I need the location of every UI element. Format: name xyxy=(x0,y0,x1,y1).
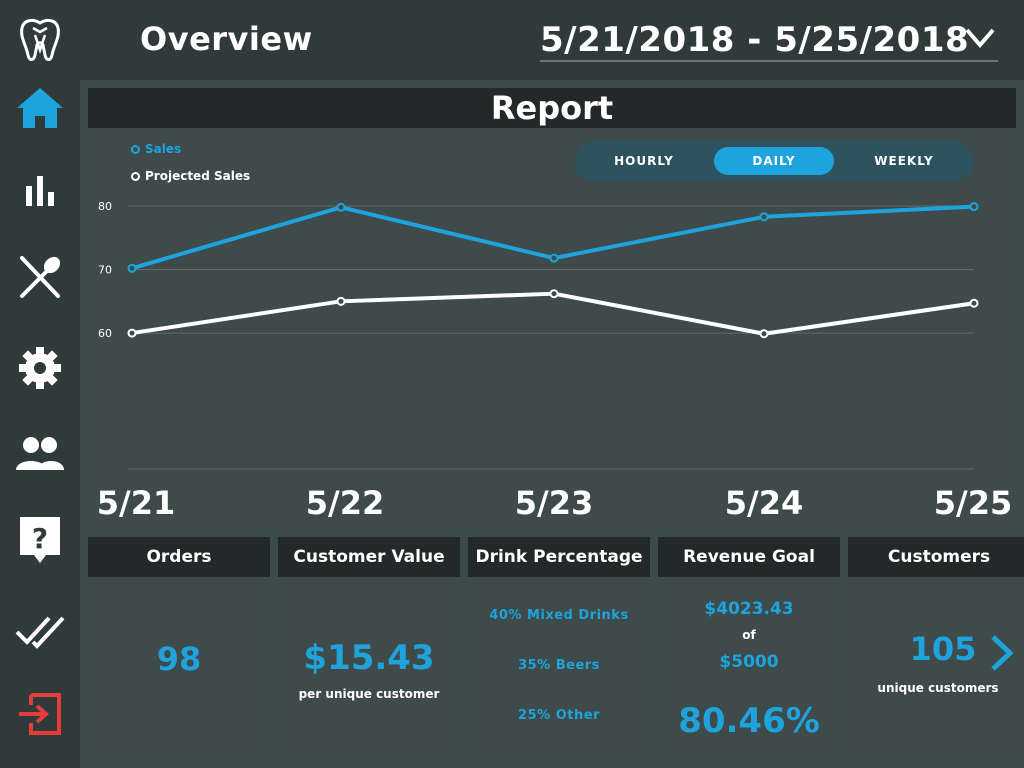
svg-text:?: ? xyxy=(32,522,48,555)
orders-card: Orders 98 xyxy=(88,537,270,761)
toggle-daily[interactable]: DAILY xyxy=(714,147,834,175)
revenue-of-label: of xyxy=(742,628,756,642)
customer-value-amount: $15.43 xyxy=(303,638,435,678)
revenue-current: $4023.43 xyxy=(704,599,794,619)
bar-chart-icon[interactable] xyxy=(10,160,70,220)
drink-item-beers: 35% Beers xyxy=(518,658,600,673)
date-range-picker[interactable]: 5/21/2018 - 5/25/2018 xyxy=(540,14,998,62)
report-header: Report xyxy=(88,88,1016,128)
data-point-sales xyxy=(759,212,769,222)
data-point-projected xyxy=(549,289,559,299)
data-point-projected xyxy=(336,296,346,306)
y-tick-label: 80 xyxy=(98,200,112,213)
toggle-weekly[interactable]: WEEKLY xyxy=(874,154,934,168)
gear-icon[interactable] xyxy=(10,338,70,398)
data-point-sales xyxy=(127,263,137,273)
revenue-goal-amount: $5000 xyxy=(719,652,779,672)
data-point-projected xyxy=(127,328,137,338)
fork-spoon-icon[interactable] xyxy=(10,246,70,306)
report-title: Report xyxy=(490,89,614,127)
customers-card: Customers 105 unique customers xyxy=(848,537,1024,761)
x-tick-label: 5/21 xyxy=(97,484,175,522)
series-line-projected xyxy=(131,291,975,336)
revenue-goal-card: Revenue Goal $4023.43 of $5000 80.46% xyxy=(658,537,840,761)
data-point-sales xyxy=(969,202,979,212)
period-toggle: HOURLY DAILY WEEKLY xyxy=(574,141,974,181)
people-icon[interactable] xyxy=(10,424,70,484)
help-icon[interactable]: ? xyxy=(10,510,70,570)
x-tick-label: 5/24 xyxy=(725,484,803,522)
customer-value-card: Customer Value $15.43 per unique custome… xyxy=(278,537,460,761)
home-icon[interactable] xyxy=(10,78,70,138)
logout-icon[interactable] xyxy=(10,684,70,744)
tooth-logo-icon[interactable] xyxy=(10,10,70,70)
drink-item-mixed: 40% Mixed Drinks xyxy=(489,608,629,623)
page-title: Overview xyxy=(140,20,313,58)
drink-item-other: 25% Other xyxy=(518,708,600,723)
orders-title: Orders xyxy=(88,537,270,577)
data-point-projected xyxy=(969,298,979,308)
data-point-sales xyxy=(336,202,346,212)
legend-label-projected: Projected Sales xyxy=(145,169,251,183)
y-tick-label: 70 xyxy=(98,264,112,277)
customers-caption: unique customers xyxy=(877,681,999,695)
x-tick-label: 5/22 xyxy=(306,484,384,522)
y-tick-label: 60 xyxy=(98,327,112,340)
double-check-icon[interactable] xyxy=(10,600,70,660)
chevron-down-icon xyxy=(965,28,995,49)
sidebar: ? xyxy=(0,0,80,768)
legend-item-projected: Projected Sales xyxy=(131,169,250,183)
customers-value: 105 xyxy=(909,630,977,668)
legend-label-sales: Sales xyxy=(145,142,182,156)
x-tick-label: 5/23 xyxy=(515,484,593,522)
data-point-projected xyxy=(759,329,769,339)
top-bar: Overview 5/21/2018 - 5/25/2018 xyxy=(80,0,1024,80)
toggle-hourly[interactable]: HOURLY xyxy=(614,154,674,168)
legend-dot-sales xyxy=(131,144,140,154)
sales-line-chart: 60 70 80 5/21 5/22 5/23 5/24 5/25 xyxy=(97,200,1012,522)
legend-dot-projected xyxy=(131,171,140,181)
report-panel: Report 60 70 80 5/21 5/22 5/23 5/24 5/25 Sales … xyxy=(88,88,1016,529)
revenue-goal-title: Revenue Goal xyxy=(658,537,840,577)
date-range-text: 5/21/2018 - 5/25/2018 xyxy=(540,20,970,60)
chart-legend: Sales Projected Sales xyxy=(131,142,250,196)
chevron-right-icon[interactable] xyxy=(988,633,1016,673)
revenue-goal-percent: 80.46% xyxy=(678,701,820,741)
drink-percentage-title: Drink Percentage xyxy=(468,537,650,577)
legend-item-sales: Sales xyxy=(131,142,250,156)
data-point-sales xyxy=(549,253,559,263)
customers-title: Customers xyxy=(848,537,1024,577)
x-tick-label: 5/25 xyxy=(934,484,1012,522)
drink-percentage-card: Drink Percentage 40% Mixed Drinks 35% Be… xyxy=(468,537,650,761)
customer-value-title: Customer Value xyxy=(278,537,460,577)
customer-value-caption: per unique customer xyxy=(298,687,440,701)
orders-value: 98 xyxy=(156,640,202,678)
